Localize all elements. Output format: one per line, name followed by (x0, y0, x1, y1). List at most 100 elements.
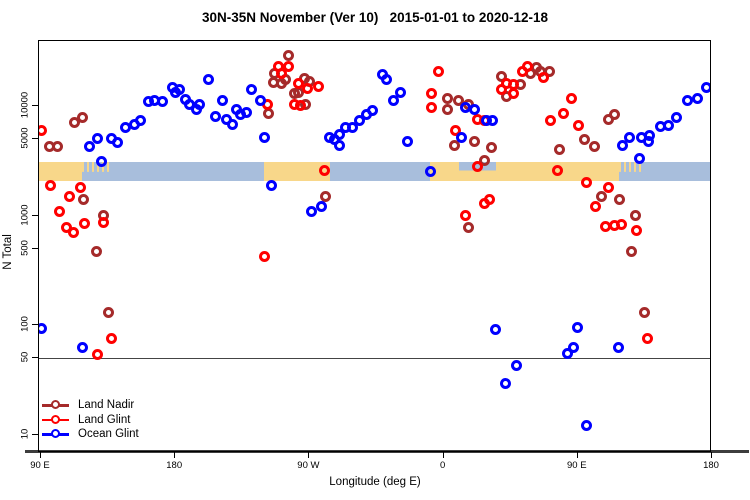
chart-title: 30N-35N November (Ver 10) 2015-01-01 to … (202, 10, 548, 25)
land-nadir-marker-icon (42, 400, 69, 409)
data-point-land-glint (53, 205, 65, 217)
data-point-land-glint (642, 332, 654, 344)
data-point-land-nadir (626, 245, 638, 257)
data-point-ocean-glint (624, 131, 636, 143)
data-point-ocean-glint (388, 94, 400, 106)
data-point-ocean-glint (226, 118, 238, 130)
y-tick-label: 10000 (19, 91, 31, 119)
data-point-ocean-glint (240, 107, 252, 119)
data-point-land-nadir (485, 141, 497, 153)
data-point-land-nadir (103, 307, 115, 319)
data-point-land-glint (79, 218, 91, 230)
data-point-land-nadir (630, 210, 642, 222)
data-point-ocean-glint (83, 140, 95, 152)
data-point-land-glint (432, 66, 444, 78)
data-point-ocean-glint (395, 86, 407, 98)
data-point-ocean-glint (692, 93, 704, 105)
legend-item-land-glint: Land Glint (42, 413, 202, 428)
x-axis-title: Longitude (deg E) (329, 476, 421, 488)
data-point-ocean-glint (183, 98, 195, 110)
x-tick-label: 180 (166, 460, 183, 471)
y-tick-label: 50 (19, 351, 31, 363)
data-point-ocean-glint (91, 132, 103, 144)
data-point-land-glint (552, 164, 564, 176)
data-point-land-glint (275, 68, 287, 80)
data-point-ocean-glint (316, 201, 328, 213)
x-tick (174, 452, 176, 458)
data-point-ocean-glint (581, 420, 593, 432)
data-point-land-glint (105, 332, 117, 344)
data-point-land-glint (573, 120, 585, 132)
y-tick (32, 137, 38, 139)
data-point-land-glint (74, 182, 86, 194)
data-point-land-nadir (462, 222, 474, 234)
data-point-ocean-glint (636, 131, 648, 143)
land-glint-marker-icon (42, 414, 69, 424)
data-point-land-nadir (588, 140, 600, 152)
data-point-land-glint (45, 179, 57, 191)
legend-label: Ocean Glint (78, 428, 139, 440)
data-point-ocean-glint (468, 104, 480, 116)
data-point-land-nadir (639, 307, 651, 319)
data-point-land-nadir (468, 136, 480, 148)
data-point-land-glint (508, 87, 520, 99)
data-point-land-nadir (76, 111, 88, 123)
data-point-land-glint (566, 93, 578, 105)
data-point-land-glint (495, 84, 507, 96)
data-point-land-nadir (282, 49, 294, 61)
y-tick (32, 324, 38, 326)
y-axis-title: N Total (2, 234, 14, 270)
data-point-land-glint (558, 107, 570, 119)
data-point-ocean-glint (39, 322, 47, 334)
data-point-land-nadir (479, 154, 491, 166)
data-point-ocean-glint (339, 122, 351, 134)
data-point-land-glint (590, 201, 602, 213)
data-point-land-nadir (52, 140, 64, 152)
x-tick-label: 90 E (567, 460, 587, 471)
x-tick-label: 90 W (297, 460, 320, 471)
map-band-segment-land_speckle_over_ocean (82, 161, 112, 181)
x-tick-label: 180 (703, 460, 719, 471)
data-point-land-glint (258, 251, 270, 263)
data-point-land-glint (294, 100, 306, 112)
data-point-ocean-glint (634, 153, 646, 165)
y-tick (32, 247, 38, 249)
data-point-land-nadir (495, 71, 507, 83)
legend-item-land-nadir: Land Nadir (42, 398, 202, 413)
legend: Land Nadir Land Glint Ocean Glint (42, 398, 202, 442)
data-point-land-glint (450, 124, 462, 136)
ocean-glint-marker-icon (42, 429, 69, 438)
data-point-ocean-glint (174, 84, 186, 96)
data-point-land-nadir (320, 190, 332, 202)
data-point-land-nadir (90, 245, 102, 257)
legend-label: Land Glint (78, 413, 131, 426)
y-tick-label: 1000 (19, 203, 31, 226)
data-point-land-glint (581, 177, 593, 189)
data-point-land-glint (91, 348, 103, 360)
data-point-land-nadir (78, 194, 90, 206)
data-point-land-glint (484, 194, 496, 206)
data-point-land-glint (516, 66, 528, 78)
y-tick-label: 10 (19, 428, 31, 439)
data-point-land-glint (97, 217, 109, 229)
data-point-ocean-glint (194, 98, 206, 110)
data-point-ocean-glint (402, 136, 414, 148)
plot-box (38, 40, 711, 452)
data-point-ocean-glint (487, 114, 499, 126)
data-point-land-glint (63, 190, 75, 202)
y-tick (32, 214, 38, 216)
data-point-land-glint (631, 225, 643, 237)
x-tick (308, 452, 310, 458)
data-point-land-nadir (609, 108, 621, 120)
data-point-ocean-glint (259, 131, 271, 143)
data-point-ocean-glint (266, 179, 278, 191)
data-point-ocean-glint (561, 348, 573, 360)
data-point-ocean-glint (354, 115, 366, 127)
y-tick (32, 433, 38, 435)
y-tick (32, 357, 38, 359)
data-point-land-nadir (448, 139, 460, 151)
data-point-land-glint (301, 82, 313, 94)
data-point-land-nadir (614, 194, 626, 206)
data-point-ocean-glint (613, 341, 625, 353)
data-point-ocean-glint (567, 341, 579, 353)
